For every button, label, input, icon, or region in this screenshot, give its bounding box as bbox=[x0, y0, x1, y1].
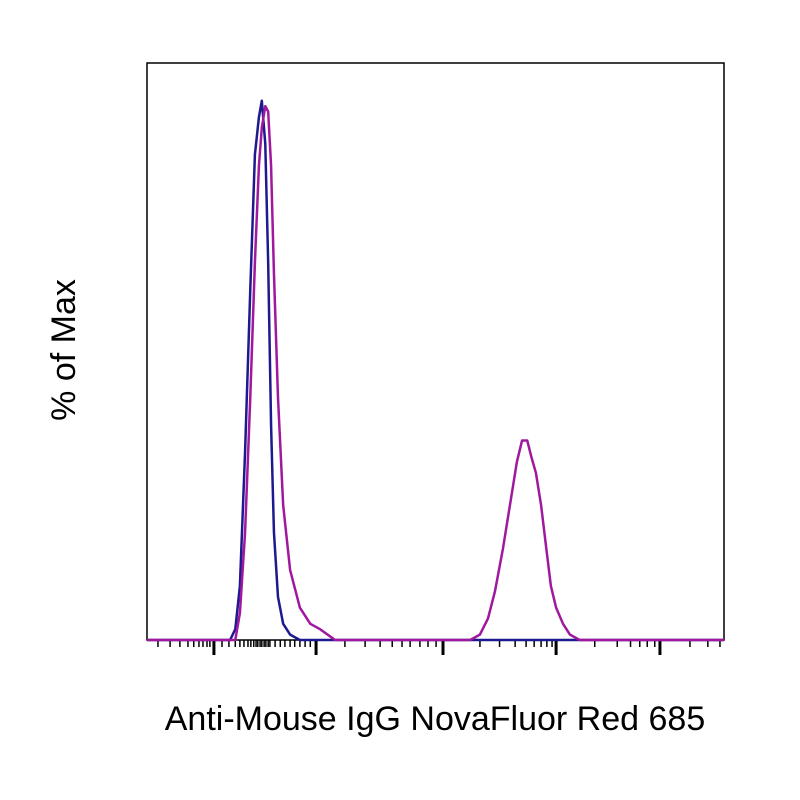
histogram-line bbox=[147, 99, 724, 642]
y-axis-label: % of Max bbox=[45, 279, 83, 421]
histogram-line bbox=[147, 104, 724, 642]
x-axis-label: Anti-Mouse IgG NovaFluor Red 685 bbox=[165, 700, 705, 738]
plot-frame bbox=[146, 62, 725, 641]
